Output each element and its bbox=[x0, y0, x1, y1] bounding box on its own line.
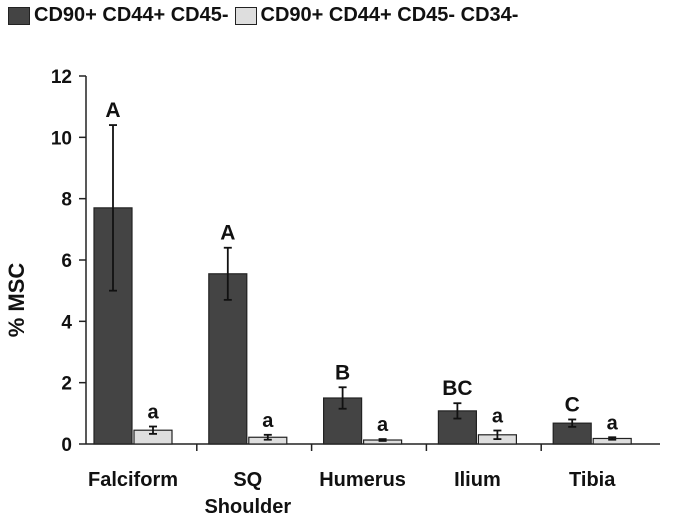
significance-label: a bbox=[607, 412, 619, 434]
significance-label: C bbox=[565, 393, 580, 416]
axes: 0 2 4 6 8 10 12 Falciform SQ Shoulder Humerus Ilium… bbox=[51, 67, 660, 518]
y-tick-label: 12 bbox=[51, 67, 72, 88]
bars: Aa Aa Ba BC a Ca bbox=[93, 99, 632, 445]
x-tick-label: Humerus bbox=[319, 469, 406, 491]
legend-label-series-2: CD90+ CD44+ CD45- CD34- bbox=[260, 4, 519, 26]
y-tick-label: 8 bbox=[61, 190, 72, 211]
significance-label: BC bbox=[442, 377, 472, 400]
y-tick-label: 2 bbox=[61, 374, 72, 395]
legend-swatch-series-1 bbox=[8, 6, 30, 25]
significance-label: a bbox=[262, 410, 274, 432]
significance-label: A bbox=[220, 222, 235, 245]
x-tick-label: Falciform bbox=[88, 469, 178, 491]
significance-label: a bbox=[147, 402, 159, 424]
y-tick-label: 0 bbox=[61, 435, 72, 456]
legend-swatch-series-2 bbox=[234, 6, 257, 25]
y-tick-label: 10 bbox=[51, 128, 72, 149]
legend-label-series-1: CD90+ CD44+ CD45- bbox=[34, 4, 229, 26]
significance-label: A bbox=[105, 99, 120, 122]
x-tick-label: Shoulder bbox=[204, 496, 291, 518]
x-tick-label: Tibia bbox=[569, 469, 616, 491]
y-tick-label: 6 bbox=[61, 251, 72, 272]
y-axis-label: % MSC bbox=[4, 263, 29, 338]
legend-item-series-1: CD90+ CD44+ CD45- bbox=[8, 4, 229, 27]
x-tick-label: Ilium bbox=[454, 469, 501, 491]
x-tick-label: SQ bbox=[233, 469, 262, 491]
bar bbox=[208, 273, 248, 445]
significance-label: a bbox=[377, 414, 389, 436]
legend: CD90+ CD44+ CD45- CD90+ CD44+ CD45- CD34… bbox=[8, 4, 524, 27]
y-tick-label: 4 bbox=[61, 312, 72, 333]
significance-label: a bbox=[492, 406, 504, 428]
legend-item-series-2: CD90+ CD44+ CD45- CD34- bbox=[234, 4, 519, 27]
significance-label: B bbox=[335, 361, 350, 384]
